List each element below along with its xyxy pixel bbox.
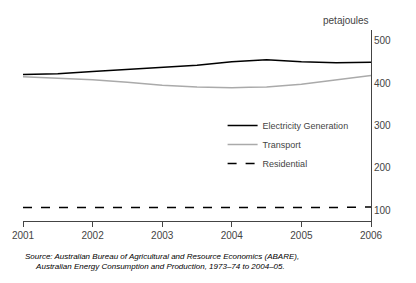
svg-text:500: 500 (374, 35, 391, 46)
svg-text:2003: 2003 (151, 230, 174, 241)
svg-text:Transport: Transport (263, 140, 302, 150)
svg-text:100: 100 (374, 205, 391, 216)
svg-text:2004: 2004 (221, 230, 244, 241)
svg-text:300: 300 (374, 120, 391, 131)
svg-text:2002: 2002 (81, 230, 104, 241)
svg-text:Source: Australian Bureau of A: Source: Australian Bureau of Agricultura… (25, 252, 299, 271)
svg-text:2006: 2006 (360, 230, 383, 241)
svg-text:Electricity Generation: Electricity Generation (263, 121, 349, 131)
svg-text:2001: 2001 (12, 230, 35, 241)
svg-text:2005: 2005 (290, 230, 313, 241)
svg-text:400: 400 (374, 78, 391, 89)
svg-text:petajoules: petajoules (323, 15, 369, 26)
svg-text:200: 200 (374, 162, 391, 173)
svg-text:Residential: Residential (263, 159, 308, 169)
